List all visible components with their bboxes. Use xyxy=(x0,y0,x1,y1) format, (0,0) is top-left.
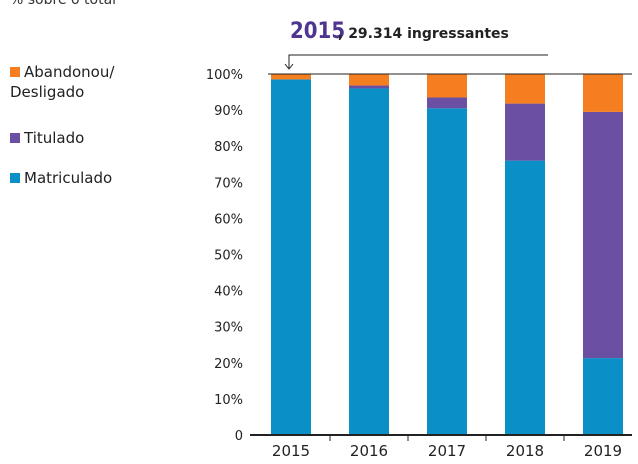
y-tick-label: 10% xyxy=(214,393,243,408)
x-tick-label: 2019 xyxy=(584,442,622,460)
bar-segment xyxy=(427,97,467,109)
x-tick-label: 2016 xyxy=(350,442,388,460)
bar-segment xyxy=(349,85,389,89)
bar-segment xyxy=(427,74,467,98)
annotation-text: , 29.314 ingressantes xyxy=(338,26,509,42)
y-tick-label: 30% xyxy=(214,321,243,336)
annotation-bracket xyxy=(288,54,548,68)
bar-segment xyxy=(349,88,389,435)
y-tick-label: 90% xyxy=(214,104,243,119)
y-tick-label: 0 xyxy=(235,429,243,444)
y-tick-label: 100% xyxy=(206,68,243,83)
bar-segment xyxy=(505,160,545,435)
legend-item: Matriculado xyxy=(10,168,120,188)
legend-item: Titulado xyxy=(10,128,120,148)
x-tick-label: 2017 xyxy=(428,442,466,460)
bar-segment xyxy=(583,358,623,435)
legend-item: Abandonou/ Desligado xyxy=(10,62,120,102)
annotation-arrow xyxy=(284,63,294,70)
y-tick-label: 20% xyxy=(214,357,243,372)
legend-label: Matriculado xyxy=(24,169,113,187)
legend-swatch xyxy=(10,67,20,77)
subtitle: % sobre o total xyxy=(10,0,116,8)
x-tick-label: 2015 xyxy=(272,442,310,460)
x-tick-label: 2018 xyxy=(506,442,544,460)
legend-label: Abandonou/ Desligado xyxy=(10,63,115,101)
bar-segment xyxy=(271,74,311,80)
bar-segment xyxy=(271,79,311,435)
bar-segment xyxy=(349,74,389,86)
bar-segment xyxy=(583,74,623,112)
legend-swatch xyxy=(10,173,20,183)
legend-label: Titulado xyxy=(24,129,85,147)
y-tick-label: 70% xyxy=(214,176,243,191)
y-tick-label: 60% xyxy=(214,212,243,227)
y-tick-label: 50% xyxy=(214,249,243,264)
y-tick-label: 80% xyxy=(214,140,243,155)
bar-segment xyxy=(505,74,545,104)
legend-swatch xyxy=(10,133,20,143)
bar-segment xyxy=(427,108,467,436)
y-tick-label: 40% xyxy=(214,285,243,300)
annotation-year: 2015 xyxy=(290,19,345,44)
bar-segment xyxy=(505,103,545,161)
bar-segment xyxy=(583,111,623,359)
